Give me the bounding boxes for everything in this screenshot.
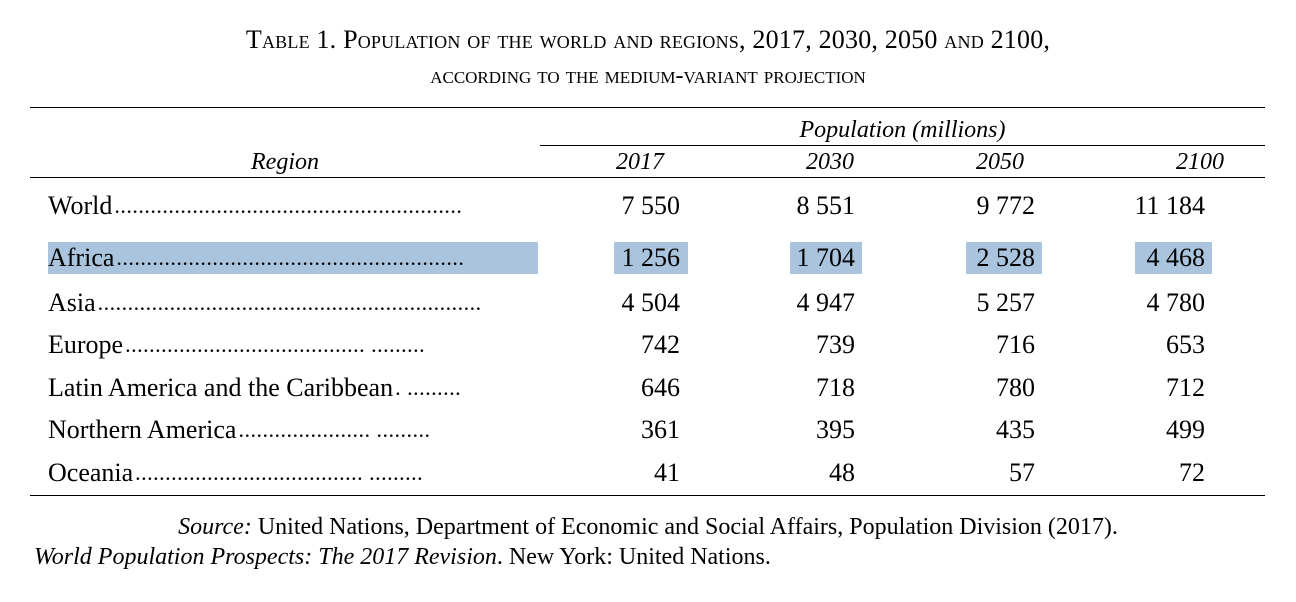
region-cell: World ..................................… — [48, 188, 538, 224]
value-2017: 742 — [641, 330, 680, 359]
header-bottom-rule — [30, 177, 1265, 178]
region-name: Oceania — [48, 458, 134, 487]
value-2030: 4 947 — [796, 288, 856, 317]
year-header-2050: 2050 — [976, 149, 1024, 175]
table-row: Europe .................................… — [0, 327, 1296, 363]
dot-leader: ........................................… — [125, 332, 426, 357]
region-cell: Asia ...................................… — [48, 285, 538, 321]
value-2030: 739 — [816, 330, 855, 359]
value-2017: 361 — [641, 415, 680, 444]
selection-highlight — [966, 242, 1042, 274]
value-2100: 4 468 — [1146, 243, 1206, 272]
value-2100: 72 — [1179, 458, 1205, 487]
table-row: Latin America and the Caribbean . ......… — [0, 370, 1296, 406]
table-row-highlighted: Africa .................................… — [0, 240, 1296, 276]
table-row: World ..................................… — [0, 188, 1296, 224]
value-2100: 11 184 — [1134, 191, 1205, 220]
value-2017: 4 504 — [621, 288, 681, 317]
source-note-line-1: Source: United Nations, Department of Ec… — [0, 512, 1296, 542]
population-group-header: Population (millions) — [799, 117, 1006, 143]
group-header-rule — [540, 145, 1265, 146]
region-name: Asia — [48, 288, 96, 317]
bottom-rule — [30, 495, 1265, 496]
value-2050: 57 — [1009, 458, 1035, 487]
value-2017: 1 256 — [621, 243, 681, 272]
value-2017: 646 — [641, 373, 680, 402]
value-2030: 395 — [816, 415, 855, 444]
year-header-2030: 2030 — [806, 149, 854, 175]
region-cell: Africa .................................… — [48, 240, 538, 276]
region-cell: Northern America ...................... … — [48, 412, 538, 448]
region-cell: Europe .................................… — [48, 327, 538, 363]
value-2017: 41 — [654, 458, 680, 487]
dot-leader: ........................................… — [114, 193, 463, 218]
value-2100: 712 — [1166, 373, 1205, 402]
value-2030: 8 551 — [796, 191, 856, 220]
source-label: Source: — [178, 514, 252, 540]
value-2030: 1 704 — [796, 243, 856, 272]
value-2050: 9 772 — [976, 191, 1036, 220]
region-name: Latin America and the Caribbean — [48, 373, 394, 402]
value-2050: 716 — [996, 330, 1035, 359]
selection-highlight — [1135, 242, 1212, 274]
source-text: United Nations, Department of Economic a… — [251, 514, 1118, 540]
dot-leader: ........................................… — [116, 245, 465, 270]
selection-highlight — [790, 242, 862, 274]
dot-leader: . ......... — [395, 375, 462, 400]
value-2100: 499 — [1166, 415, 1205, 444]
value-2050: 780 — [996, 373, 1035, 402]
year-header-2017: 2017 — [616, 149, 664, 175]
region-name: Europe — [48, 330, 124, 359]
region-name: Northern America — [48, 415, 237, 444]
title-line-1: Table 1. Population of the world and reg… — [245, 25, 1051, 54]
dot-leader: ........................................… — [97, 290, 482, 315]
table-row: Oceania ................................… — [0, 455, 1296, 491]
value-2050: 435 — [996, 415, 1035, 444]
region-column-header: Region — [251, 149, 319, 175]
value-2050: 5 257 — [976, 288, 1036, 317]
value-2030: 48 — [829, 458, 855, 487]
dot-leader: ...................... ......... — [238, 417, 431, 442]
publication-details: . New York: United Nations. — [496, 544, 771, 570]
region-cell: Oceania ................................… — [48, 455, 538, 491]
source-note-line-2: World Population Prospects: The 2017 Rev… — [34, 542, 1234, 572]
value-2050: 2 528 — [976, 243, 1036, 272]
selection-highlight — [48, 242, 538, 274]
region-name: World — [48, 191, 113, 220]
value-2017: 7 550 — [621, 191, 681, 220]
value-2030: 718 — [816, 373, 855, 402]
title-line-2: according to the medium-variant projecti… — [430, 63, 866, 89]
dot-leader: ...................................... .… — [135, 460, 424, 485]
top-rule — [30, 107, 1265, 108]
table-row: Asia ...................................… — [0, 285, 1296, 321]
selection-highlight — [614, 242, 688, 274]
value-2100: 653 — [1166, 330, 1205, 359]
value-2100: 4 780 — [1146, 288, 1206, 317]
table-row: Northern America ...................... … — [0, 412, 1296, 448]
year-header-2100: 2100 — [1176, 149, 1224, 175]
region-cell: Latin America and the Caribbean . ......… — [48, 370, 538, 406]
region-name: Africa — [48, 243, 115, 272]
publication-title: World Population Prospects: The 2017 Rev… — [34, 544, 497, 570]
